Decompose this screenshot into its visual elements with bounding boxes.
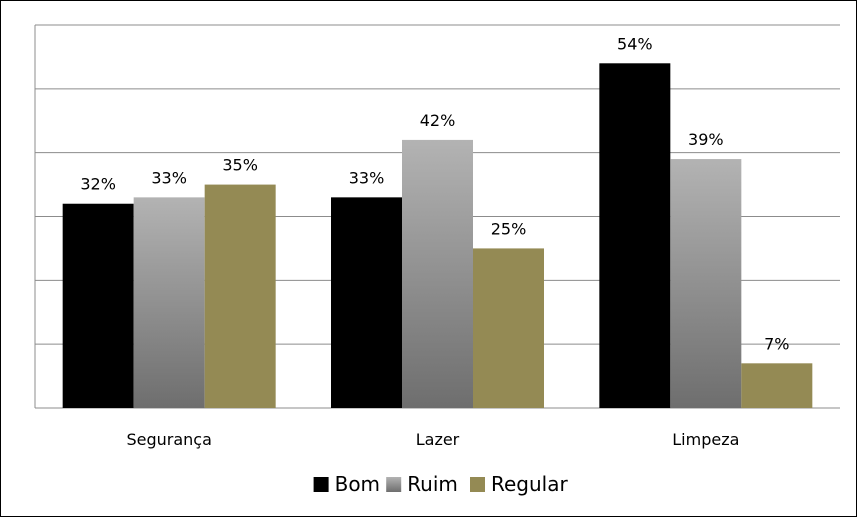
bar-bom-lazer bbox=[331, 197, 402, 408]
data-label-bom-lazer: 33% bbox=[349, 168, 385, 187]
data-label-bom-limpeza: 54% bbox=[617, 34, 653, 53]
bars-group bbox=[62, 63, 813, 409]
x-tick-label-limpeza: Limpeza bbox=[672, 430, 739, 449]
bar-bom-seguranca bbox=[62, 203, 134, 408]
legend-label-regular: Regular bbox=[491, 472, 568, 496]
legend: Bom Ruim Regular bbox=[313, 472, 568, 496]
data-label-bom-seguranca: 32% bbox=[80, 175, 116, 194]
x-tick-label-lazer: Lazer bbox=[416, 430, 460, 449]
legend-swatch-regular bbox=[470, 477, 485, 492]
legend-swatch-ruim bbox=[386, 477, 402, 492]
x-axis-tick-labels: Segurança Lazer Limpeza bbox=[126, 430, 739, 449]
bar-regular-seguranca bbox=[204, 184, 276, 408]
bar-ruim-limpeza bbox=[670, 159, 742, 408]
data-label-regular-limpeza: 7% bbox=[764, 334, 789, 353]
legend-swatch-bom bbox=[313, 477, 329, 492]
legend-label-bom: Bom bbox=[335, 472, 380, 496]
data-labels: 32% 33% 35% 33% 42% 25% 54% 39% 7% bbox=[80, 34, 789, 353]
x-tick-label-seguranca: Segurança bbox=[126, 430, 211, 449]
data-label-regular-lazer: 25% bbox=[491, 219, 527, 238]
data-label-ruim-limpeza: 39% bbox=[688, 130, 724, 149]
bar-ruim-lazer bbox=[402, 139, 473, 408]
bar-ruim-seguranca bbox=[133, 197, 205, 408]
bar-regular-limpeza bbox=[741, 363, 813, 408]
bar-regular-lazer bbox=[473, 248, 544, 408]
data-label-regular-seguranca: 35% bbox=[222, 156, 258, 175]
data-label-ruim-lazer: 42% bbox=[420, 111, 456, 130]
data-label-ruim-seguranca: 33% bbox=[151, 168, 187, 187]
bar-bom-limpeza bbox=[599, 63, 671, 409]
legend-label-ruim: Ruim bbox=[407, 472, 458, 496]
